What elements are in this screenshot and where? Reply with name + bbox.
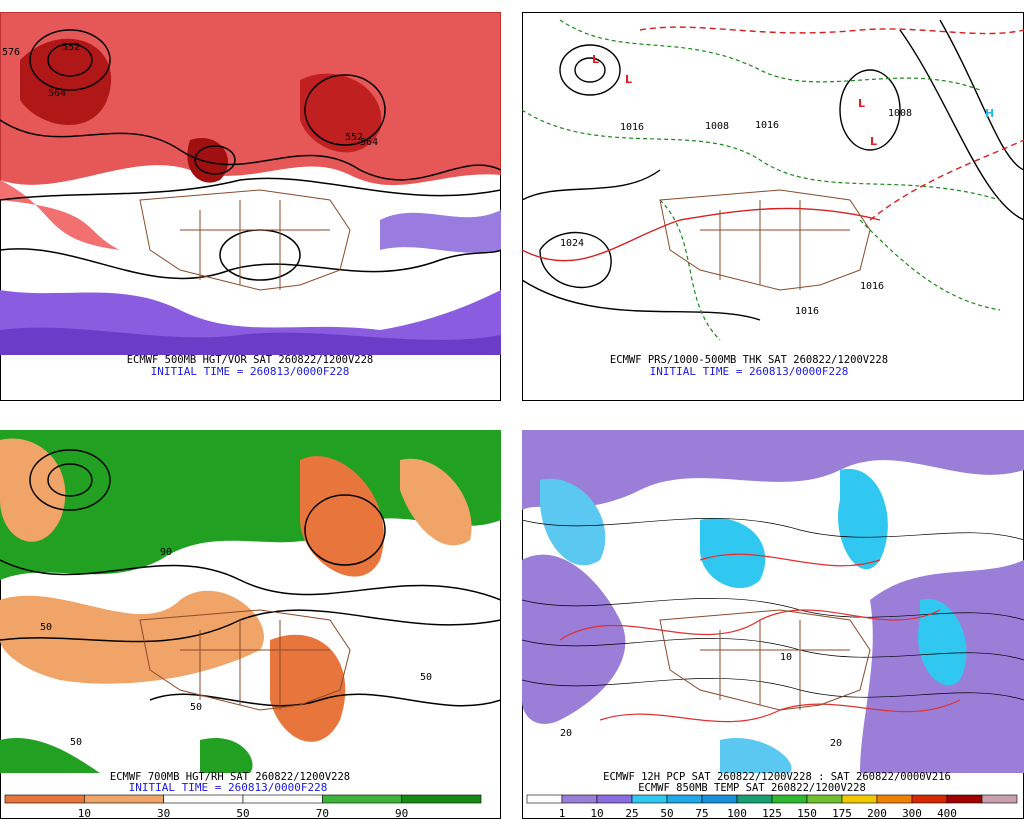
- colorbar-segment: [631, 794, 668, 804]
- colorbar-label: 400: [937, 807, 957, 819]
- colorbar-label: 90: [395, 807, 408, 819]
- subcaption: INITIAL TIME = 260813/0000F228: [650, 365, 849, 378]
- colorbar-segment: [561, 794, 598, 804]
- colorbar-label: 125: [762, 807, 782, 819]
- colorbar-segment: [841, 794, 878, 804]
- contour-label: 50: [420, 672, 432, 683]
- subcaption: ECMWF 850MB TEMP SAT 260822/1200V228: [638, 782, 866, 794]
- colorbar-label: 10: [590, 807, 603, 819]
- colorbar-label: 25: [625, 807, 638, 819]
- colorbar-label: 75: [695, 807, 708, 819]
- colorbar-label: 150: [797, 807, 817, 819]
- map-500mb: [0, 12, 501, 355]
- contour-label: 1024: [560, 238, 584, 249]
- low-marker: L: [625, 73, 632, 86]
- low-marker: L: [592, 53, 599, 66]
- colorbar-label: 175: [832, 807, 852, 819]
- colorbar-segment: [876, 794, 913, 804]
- colorbar-segment: [596, 794, 633, 804]
- contour-label: 552: [345, 132, 363, 143]
- colorbar-segment: [322, 794, 402, 804]
- colorbar-segment: [163, 794, 244, 804]
- panel-frame: [522, 12, 1024, 401]
- low-marker: L: [858, 97, 865, 110]
- colorbar-label: 50: [660, 807, 673, 819]
- contour-label: 20: [830, 738, 842, 749]
- caption: ECMWF 500MB HGT/VOR SAT 260822/1200V228: [127, 354, 374, 366]
- colorbar-label: 200: [867, 807, 887, 819]
- low-marker: L: [870, 135, 877, 148]
- colorbar-segment: [946, 794, 983, 804]
- contour-label: 1016: [860, 281, 884, 292]
- colorbar-segment: [666, 794, 703, 804]
- contour-label: 1008: [705, 121, 729, 132]
- colorbar-segment: [4, 794, 85, 804]
- colorbar-segment: [84, 794, 164, 804]
- contour-label: 1016: [620, 122, 644, 133]
- colorbar-segment: [736, 794, 773, 804]
- colorbar-segment: [526, 794, 563, 804]
- contour-label: 564: [360, 137, 378, 148]
- colorbar-label: 100: [727, 807, 747, 819]
- caption: ECMWF 700MB HGT/RH SAT 260822/1200V228: [110, 771, 350, 783]
- contour-label: 50: [40, 622, 52, 633]
- contour-label: 1016: [755, 120, 779, 131]
- contour-label: 50: [190, 702, 202, 713]
- colorbar-label: 30: [157, 807, 170, 819]
- colorbar-segment: [806, 794, 843, 804]
- contour-label: 1008: [888, 108, 912, 119]
- colorbar-label: 70: [316, 807, 329, 819]
- colorbar-segment: [771, 794, 808, 804]
- contour-label: 552: [62, 42, 80, 53]
- colorbar-segment: [401, 794, 482, 804]
- contour-label: 564: [48, 88, 66, 99]
- high-marker: H: [985, 107, 994, 120]
- colorbar-label: 10: [78, 807, 91, 819]
- contour-label: 10: [780, 652, 792, 663]
- map-pressure: [522, 19, 1024, 341]
- colorbar-label: 1: [559, 807, 566, 819]
- map-700mb: [0, 430, 501, 773]
- colorbar-segment: [911, 794, 948, 804]
- colorbar-label: 50: [236, 807, 249, 819]
- caption: ECMWF 12H PCP SAT 260822/1200V228 : SAT …: [603, 771, 951, 783]
- colorbar-segment: [981, 794, 1018, 804]
- subcaption: INITIAL TIME = 260813/0000F228: [129, 781, 328, 794]
- contour-label: 20: [560, 728, 572, 739]
- map-precip: [522, 430, 1024, 773]
- colorbar-segment: [242, 794, 323, 804]
- contour-label: 90: [160, 547, 172, 558]
- caption: ECMWF PRS/1000-500MB THK SAT 260822/1200…: [610, 354, 888, 366]
- colorbar: 10 30 50 70 90: [4, 794, 482, 819]
- colorbar-label: 300: [902, 807, 922, 819]
- contour-label: 50: [70, 737, 82, 748]
- contour-label: 576: [2, 47, 20, 58]
- colorbar: 1 10 25 50 75 100 125 150 175 200 300 400: [526, 794, 1018, 819]
- colorbar-segment: [701, 794, 738, 804]
- contour-label: 1016: [795, 306, 819, 317]
- subcaption: INITIAL TIME = 260813/0000F228: [151, 365, 350, 378]
